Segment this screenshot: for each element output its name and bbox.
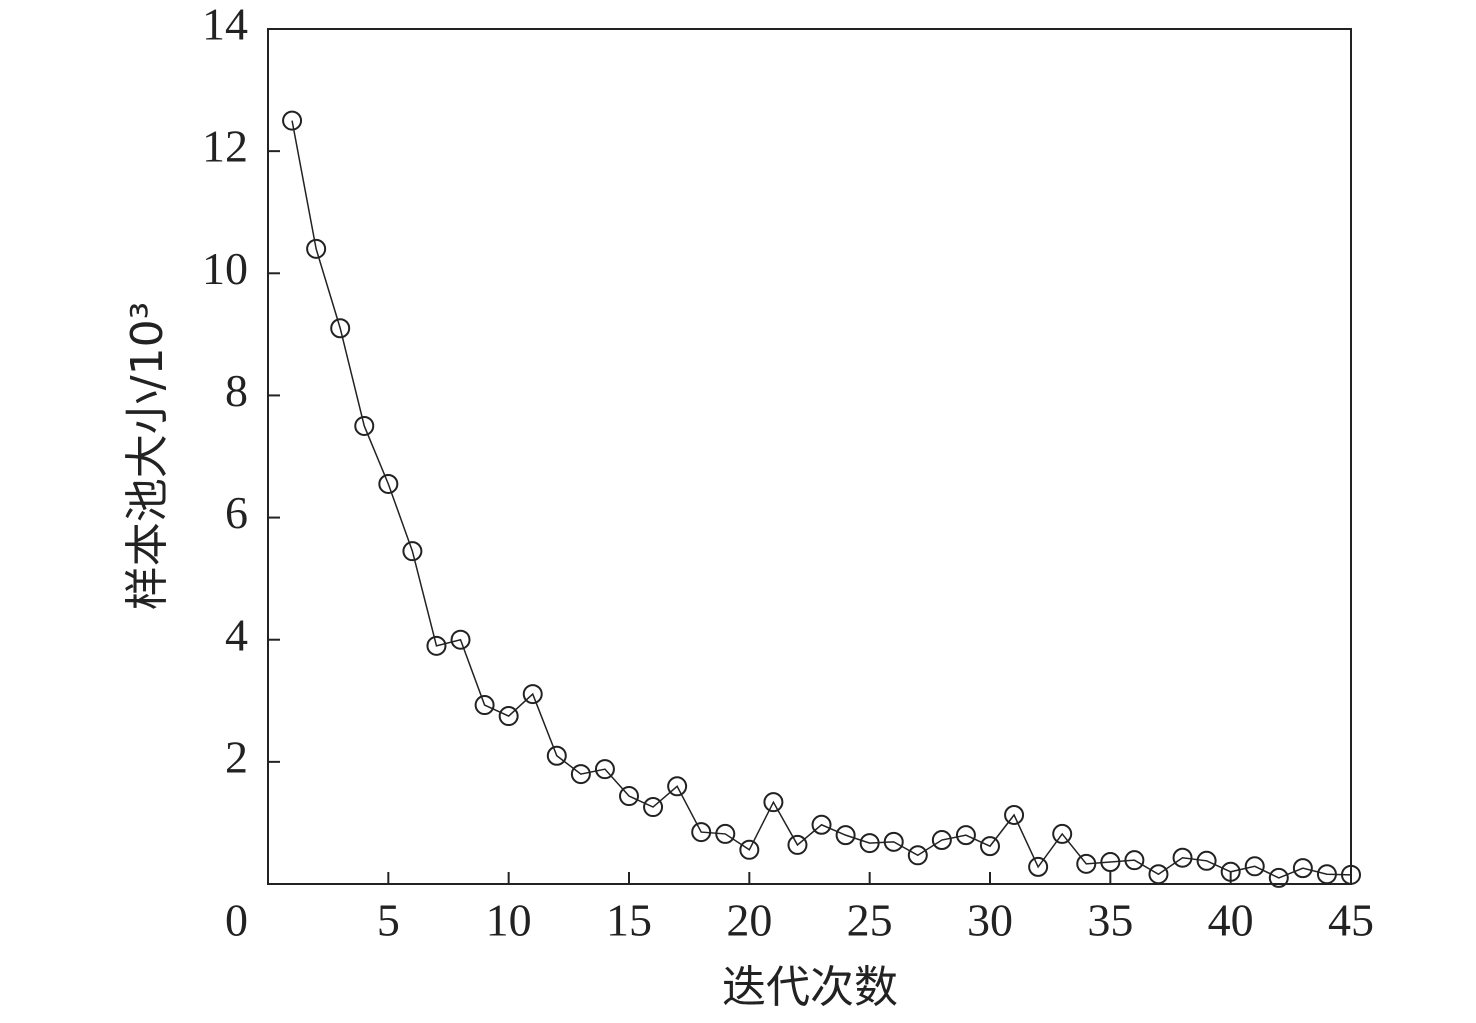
data-point [811, 814, 832, 835]
data-point [1052, 823, 1073, 844]
data-point [980, 836, 1000, 857]
data-point [835, 825, 856, 846]
data-point [907, 845, 928, 866]
data-point [426, 635, 447, 656]
data-point [1220, 861, 1241, 882]
x-tick-label: 20 [726, 895, 772, 946]
data-point [883, 831, 904, 852]
data-point [619, 786, 639, 807]
data-point [691, 822, 712, 843]
x-tick-label: 15 [606, 895, 652, 946]
data-point [1100, 852, 1121, 873]
data-point [955, 825, 976, 846]
data-point [402, 541, 423, 562]
data-point [1341, 864, 1361, 885]
data-point [450, 629, 471, 650]
data-point [1244, 856, 1265, 877]
x-tick-label: 25 [847, 895, 893, 946]
data-point [498, 706, 519, 727]
data-point [570, 764, 591, 785]
plot-frame [267, 28, 1352, 885]
x-tick-label: 45 [1328, 895, 1374, 946]
data-point [306, 238, 327, 259]
y-tick-label: 14 [202, 0, 248, 50]
data-point [354, 415, 375, 436]
data-point [763, 792, 784, 813]
data-point [474, 695, 495, 716]
y-tick-label: 6 [225, 487, 248, 538]
data-point [330, 318, 351, 339]
y-axis-title: 样本池大小/10³ [122, 302, 173, 610]
data-point [1196, 850, 1217, 871]
y-tick-label: 4 [225, 609, 248, 660]
data-point [667, 776, 688, 797]
x-tick-label: 5 [377, 895, 400, 946]
data-point [1124, 850, 1145, 871]
x-tick-label: 30 [967, 895, 1013, 946]
y-tick-label: 12 [202, 121, 248, 172]
x-tick-label: 10 [486, 895, 532, 946]
data-point [739, 839, 760, 860]
data-point [787, 834, 808, 855]
x-tick-label: 0 [225, 895, 248, 946]
data-point [546, 745, 567, 766]
data-point [859, 833, 880, 854]
data-point [715, 823, 736, 844]
data-point [1292, 858, 1313, 879]
y-tick-label: 8 [225, 365, 248, 416]
data-point [643, 797, 664, 818]
x-tick-label: 40 [1208, 895, 1254, 946]
data-point [1268, 867, 1289, 888]
data-point [1172, 847, 1193, 868]
data-point [594, 759, 615, 780]
x-tick-label: 35 [1087, 895, 1133, 946]
y-tick-label: 10 [202, 243, 248, 294]
data-point [522, 684, 543, 705]
data-point [1076, 853, 1097, 874]
data-point [1148, 864, 1169, 885]
data-point [1004, 804, 1025, 825]
data-point [1316, 864, 1337, 885]
data-point [378, 473, 399, 494]
data-point [1028, 856, 1049, 877]
data-line [291, 120, 1352, 879]
data-point [931, 830, 952, 851]
data-point [282, 110, 303, 131]
y-tick-label: 2 [225, 731, 248, 782]
x-axis-title: 迭代次数 [722, 962, 898, 1013]
